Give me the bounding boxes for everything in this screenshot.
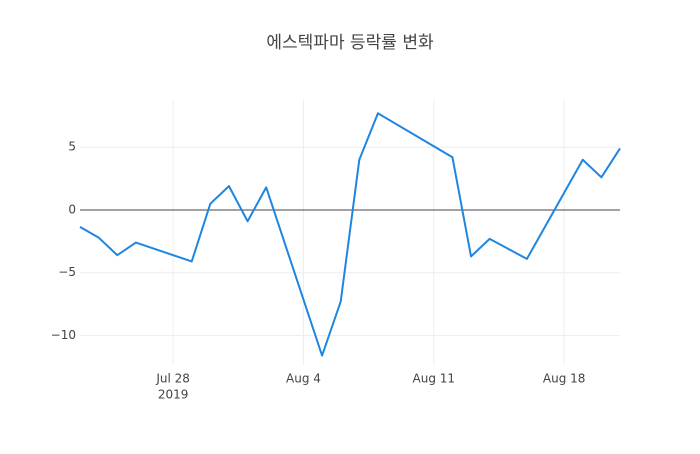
x-tick-label: Aug 4 xyxy=(286,372,321,386)
x-tick-year: 2019 xyxy=(158,388,189,402)
y-tick-label: 0 xyxy=(68,202,76,216)
line xyxy=(79,112,621,357)
x-tick-label: Aug 11 xyxy=(413,372,456,386)
y-tick-label: −10 xyxy=(51,328,76,342)
x-tick-label: Jul 28 xyxy=(155,372,190,386)
y-tick-label: −5 xyxy=(58,265,76,279)
x-tick-label: Aug 18 xyxy=(543,372,586,386)
chart-title: 에스텍파마 등락률 변화 xyxy=(266,33,434,53)
y-tick-label: 5 xyxy=(68,140,76,154)
